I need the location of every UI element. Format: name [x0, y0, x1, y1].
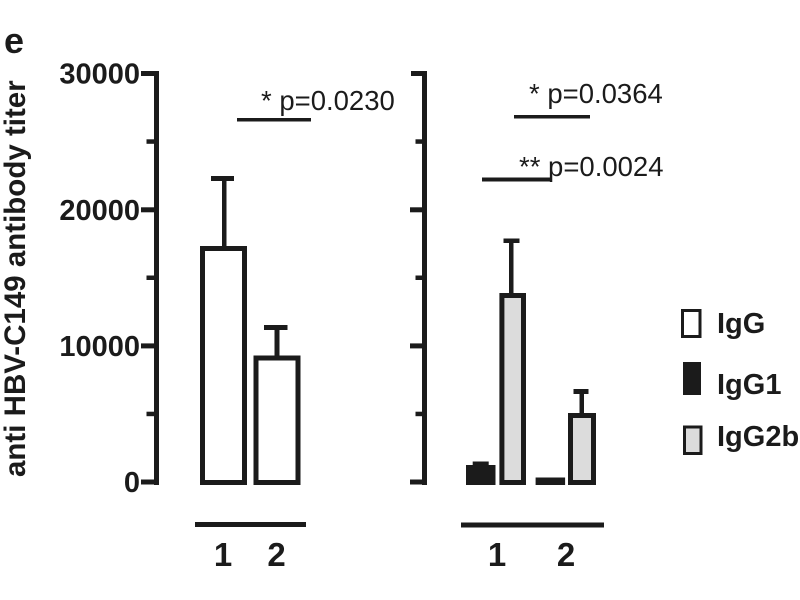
svg-text:1: 1	[214, 536, 232, 573]
svg-text:IgG: IgG	[717, 308, 765, 340]
svg-text:0: 0	[124, 467, 140, 499]
svg-text:IgG1: IgG1	[717, 369, 781, 401]
svg-text:10000: 10000	[59, 331, 140, 363]
svg-text:30000: 30000	[59, 59, 140, 91]
svg-text:20000: 20000	[59, 195, 140, 227]
svg-text:1: 1	[488, 536, 506, 573]
svg-text:IgG2b: IgG2b	[717, 421, 799, 453]
svg-text:** p=0.0024: ** p=0.0024	[519, 151, 664, 182]
svg-text:2: 2	[557, 536, 575, 573]
svg-text:* p=0.0230: * p=0.0230	[261, 85, 395, 116]
svg-text:e: e	[4, 20, 24, 61]
svg-text:2: 2	[267, 536, 285, 573]
svg-text:* p=0.0364: * p=0.0364	[529, 78, 663, 109]
svg-text:anti HBV-C149 antibody titer: anti HBV-C149 antibody titer	[0, 80, 32, 477]
